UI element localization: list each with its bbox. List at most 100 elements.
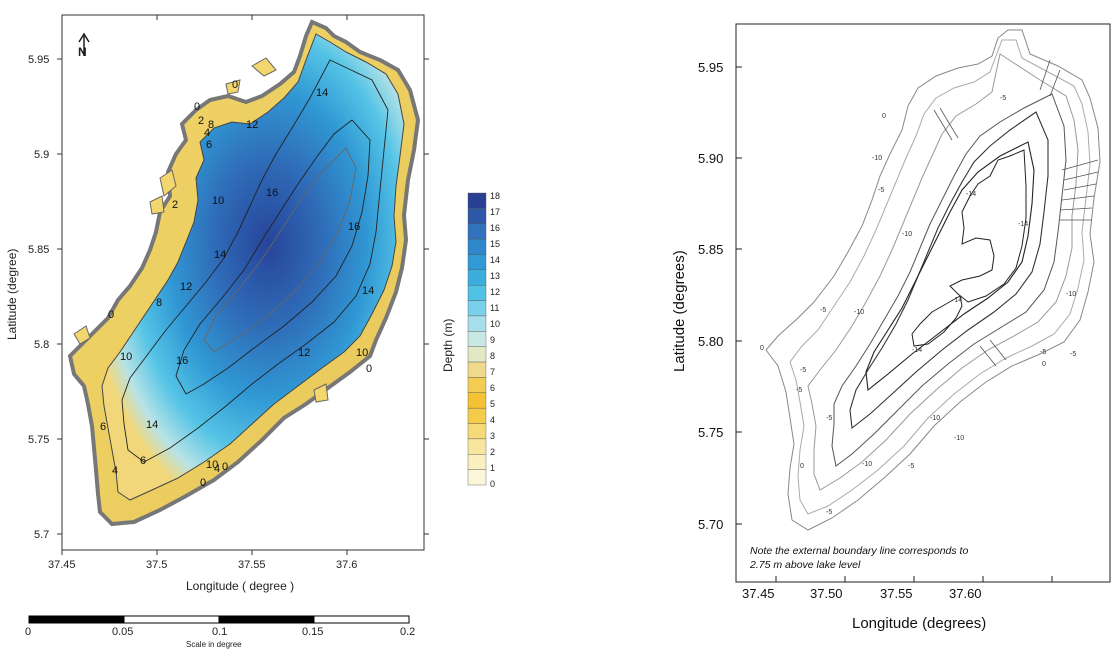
contour-label: 0: [800, 463, 804, 470]
colorbar-tick: 3: [490, 431, 495, 441]
contour-label: -5: [796, 387, 802, 394]
contour-label: 6: [140, 455, 146, 467]
left-y-tick: 5.8: [34, 339, 49, 351]
contour-label: 0: [882, 113, 886, 120]
contour-label: -5: [800, 367, 806, 374]
colorbar-tick: 9: [490, 335, 495, 345]
contour-label: 0: [366, 363, 372, 375]
right-y-ticks: [736, 66, 742, 525]
scale-tick: 0.05: [112, 626, 133, 638]
left-y-tick: 5.9: [34, 149, 49, 161]
left-y-tick: 5.7: [34, 529, 49, 541]
contour-label: -10: [862, 461, 872, 468]
colorbar-tick: 0: [490, 479, 495, 489]
contour-label: 0: [232, 79, 238, 91]
colorbar-tick: 8: [490, 351, 495, 361]
colorbar-swatch: [467, 407, 487, 424]
contour-label: -5: [826, 415, 832, 422]
right-x-ticks: [775, 576, 1053, 582]
right-y-tick: 5.80: [698, 334, 723, 349]
colorbar-swatch: [467, 392, 487, 409]
contour-label: 0: [194, 101, 200, 113]
colorbar-tick: 12: [490, 287, 500, 297]
colorbar-swatch: [467, 269, 487, 286]
colorbar-swatch: [467, 223, 487, 240]
contour-label: 6: [206, 139, 212, 151]
right-bathymetry-map: 0 -5 -10 -14 -14 -14 -14 -10 -10 -5 -5 -…: [671, 23, 1111, 632]
scale-segment: [313, 615, 410, 624]
contour-label: -14: [912, 347, 922, 354]
colorbar-swatch: [467, 208, 487, 224]
colorbar-tick: 16: [490, 223, 500, 233]
colorbar-tick: 10: [490, 319, 500, 329]
contour-label: -5: [1040, 349, 1046, 356]
colorbar-swatch: [467, 438, 487, 455]
scale-segment: [28, 615, 125, 624]
colorbar-swatch: [467, 469, 487, 486]
left-x-axis-label: Longitude ( degree ): [186, 579, 294, 593]
colorbar-swatch: [467, 300, 487, 317]
contour-label: 10: [206, 459, 218, 471]
left-y-axis-label: Latitude (degree): [5, 249, 19, 340]
right-y-axis-label: Latitude (degrees): [671, 250, 688, 372]
contour-label: 4: [204, 127, 210, 139]
contour-label: 10: [120, 351, 132, 363]
contour-label: 14: [214, 249, 226, 261]
colorbar-swatch: [467, 285, 487, 301]
colorbar-tick: 7: [490, 367, 495, 377]
left-x-tick: 37.45: [48, 559, 76, 571]
contour-label: 16: [348, 221, 360, 233]
colorbar-tick: 18: [490, 191, 500, 201]
contour-label: 14: [362, 285, 374, 297]
contour-label: 10: [356, 347, 368, 359]
left-y-tick: 5.85: [28, 244, 49, 256]
contour-label: -5: [908, 463, 914, 470]
colorbar-tick: 5: [490, 399, 495, 409]
left-x-tick: 37.6: [336, 559, 357, 571]
colorbar-swatch: [467, 346, 487, 363]
boundary-note-line2: 2.75 m above lake level: [749, 559, 861, 571]
left-bathymetry-map: N 0 0 2 4 6 8 10 12 14 14 16 16 16 14 12…: [5, 14, 500, 649]
boundary-note-line1: Note the external boundary line correspo…: [750, 545, 968, 557]
colorbar-tick: 11: [490, 303, 499, 313]
contour-label: -5: [878, 187, 884, 194]
colorbar-tick: 4: [490, 415, 495, 425]
contour-label: -10: [902, 231, 912, 238]
contour-label: 2: [198, 115, 204, 127]
contour-label: 0: [760, 345, 764, 352]
contour-label: -10: [954, 435, 964, 442]
contour-label: 8: [208, 119, 214, 131]
left-y-tick: 5.95: [28, 54, 49, 66]
scale-tick: 0: [25, 626, 31, 638]
left-x-tick: 37.5: [146, 559, 167, 571]
right-x-tick: 37.60: [949, 586, 982, 601]
contour-label: 0: [200, 477, 206, 489]
contour-label: 2: [172, 199, 178, 211]
left-contour-lines: [121, 59, 389, 463]
right-contour-labels: 0 -5 -10 -14 -14 -14 -14 -10 -10 -5 -5 -…: [760, 95, 1076, 516]
right-contour-lines: [765, 29, 1101, 531]
contour-label: 6: [100, 421, 106, 433]
right-y-tick: 5.85: [698, 242, 723, 257]
contour-label: 16: [176, 355, 188, 367]
contour-label: 4: [214, 463, 220, 475]
right-y-tick: 5.90: [698, 151, 723, 166]
scale-tick: 0.1: [212, 626, 227, 638]
colorbar-tick: 2: [490, 447, 495, 457]
contour-label: 0: [108, 309, 114, 321]
right-plot-frame: [735, 23, 1111, 583]
contour-label: 14: [316, 87, 328, 99]
left-shore-patches: [73, 57, 329, 403]
contour-label: 4: [112, 465, 118, 477]
colorbar-swatch: [467, 315, 487, 332]
scale-segment: [218, 615, 315, 624]
right-y-tick: 5.95: [698, 60, 723, 75]
colorbar-label: Depth (m): [441, 319, 455, 372]
colorbar-tick: 15: [490, 239, 500, 249]
contour-label: -5: [826, 509, 832, 516]
contour-label: -14: [1018, 221, 1028, 228]
colorbar-swatch: [467, 377, 487, 393]
contour-label: -14: [966, 191, 976, 198]
